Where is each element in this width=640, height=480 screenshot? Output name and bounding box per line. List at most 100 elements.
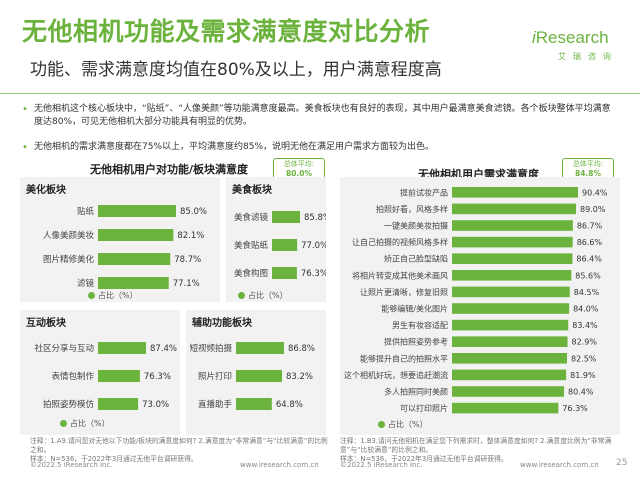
- logo-word: Research: [535, 28, 609, 47]
- bar: [452, 253, 573, 264]
- value-label: 86.7%: [577, 222, 603, 231]
- footer-url-left: www.iresearch.com.cn: [240, 461, 319, 469]
- legend-food: 占比（%）: [238, 290, 288, 301]
- value-label: 77.0%: [301, 241, 326, 251]
- page-title: 无他相机功能及需求满意度对比分析: [22, 17, 431, 46]
- category-label: 人像美颜美妆: [43, 230, 95, 241]
- value-label: 83.4%: [572, 321, 598, 330]
- subpanel-title: 辅助功能板块: [192, 318, 252, 329]
- category-label: 拍照好看，风格多样: [376, 204, 448, 214]
- bar: [236, 342, 284, 354]
- subpanel-assist: 辅助功能板块 短视频拍摄 86.8% 照片打印 83.2% 直播助手 64.8%: [186, 310, 326, 435]
- bar: [452, 353, 567, 364]
- logo-i: i: [532, 28, 536, 47]
- bar: [98, 229, 174, 241]
- category-label: 能够提升自己的拍照水平: [360, 353, 448, 363]
- bar: [272, 239, 298, 251]
- left-average-badge: 总体平均: 80.0%: [273, 158, 325, 179]
- category-label: 贴纸: [77, 206, 95, 217]
- category-label: 这个相机好玩，想要追赶潮流: [344, 370, 448, 380]
- bar: [272, 211, 300, 223]
- bar: [98, 253, 171, 265]
- bar: [452, 303, 570, 314]
- bar: [452, 336, 568, 347]
- subpanel-interaction: 互动板块 社区分享与互动 87.4% 表情包制作 76.3% 拍照姿势模仿 73.0%: [20, 310, 180, 435]
- chart-interaction: 社区分享与互动 87.4% 表情包制作 76.3% 拍照姿势模仿 73.0%: [34, 342, 177, 410]
- subpanel-title: 美化板块: [26, 185, 66, 196]
- chart-beautify: 贴纸 85.0% 人像美颜美妆 82.1% 图片精修美化 78.7% 滤镜 77.1%: [43, 205, 207, 289]
- bullet-dot-icon: •: [22, 142, 28, 153]
- value-label: 85.0%: [180, 207, 207, 217]
- bullet-1-text: 无他相机这个核心板块中，“贴纸”、“人像美颜”等功能满意度最高。美食板块也有良好…: [34, 104, 611, 127]
- legend-interaction: 占比（%）: [60, 418, 110, 429]
- bar: [98, 277, 169, 289]
- value-label: 87.4%: [150, 344, 177, 354]
- category-label: 美食构图: [234, 268, 268, 279]
- value-label: 86.4%: [576, 255, 602, 264]
- value-label: 86.6%: [577, 238, 603, 247]
- bar: [452, 220, 573, 231]
- value-label: 83.2%: [286, 372, 313, 382]
- value-label: 78.7%: [174, 255, 201, 265]
- footer-copyright-left: ©2022.5 iResearch Inc.: [30, 461, 113, 469]
- legend-needs: 占比（%）: [378, 419, 428, 430]
- bar: [452, 270, 572, 281]
- value-label: 84.5%: [574, 288, 600, 297]
- category-label: 让照片更清晰，修复旧照: [360, 287, 448, 297]
- value-label: 89.0%: [580, 205, 606, 214]
- category-label: 提前试妆产品: [400, 187, 448, 197]
- value-label: 64.8%: [276, 400, 303, 410]
- legend-swatch: [88, 292, 95, 299]
- chart-food: 美食滤镜 85.8% 美食贴纸 77.0% 美食构图 76.3%: [234, 211, 326, 279]
- bar: [98, 398, 139, 410]
- right-average-badge: 总体平均: 84.8%: [562, 158, 614, 179]
- bullet-2: • 无他相机的需求满意度都在75%以上，平均满意度约85%，说明无他在满足用户需…: [22, 141, 612, 154]
- bar: [98, 342, 146, 354]
- value-label: 82.5%: [571, 354, 597, 363]
- header-divider: [0, 93, 640, 94]
- category-label: 多人拍照同时美颜: [384, 387, 448, 397]
- category-label: 拍照姿势模仿: [43, 399, 95, 410]
- left-average-label: 总体平均:: [283, 160, 315, 168]
- footer-copyright-right: ©2022.5 iResearch Inc.: [340, 461, 423, 469]
- value-label: 85.6%: [575, 271, 601, 280]
- category-label: 矫正自己脸型缺陷: [384, 254, 448, 264]
- left-panel-title: 无他相机用户对功能/板块满意度: [90, 163, 249, 176]
- category-label: 直播助手: [198, 399, 233, 410]
- category-label: 滤镜: [77, 278, 95, 289]
- value-label: 84.0%: [573, 305, 599, 314]
- bullet-2-text: 无他相机的需求满意度都在75%以上，平均满意度约85%，说明无他在满足用户需求方…: [34, 142, 435, 152]
- category-label: 可以打印照片: [400, 403, 448, 413]
- bar: [452, 319, 569, 331]
- category-label: 社区分享与互动: [34, 343, 94, 354]
- value-label: 82.1%: [177, 231, 204, 241]
- legend-beautify: 占比（%）: [88, 290, 138, 301]
- chart-assist: 短视频拍摄 86.8% 照片打印 83.2% 直播助手 64.8%: [189, 342, 315, 410]
- bar: [236, 370, 283, 382]
- value-label: 76.3%: [562, 404, 588, 413]
- bar: [452, 286, 570, 298]
- value-label: 86.8%: [288, 344, 315, 354]
- category-label: 图片精修美化: [43, 254, 95, 265]
- bar: [272, 267, 297, 279]
- chart-needs: 提前试妆产品 90.4% 拍照好看，风格多样 89.0% 一键美颜美妆拍摄 86.7% 让自…: [344, 187, 608, 414]
- bar: [98, 205, 176, 217]
- value-label: 77.1%: [173, 279, 200, 289]
- iresearch-logo: iResearch 艾瑞咨询: [532, 28, 628, 78]
- category-label: 提供拍照姿势参考: [384, 337, 448, 347]
- legend-swatch: [378, 421, 385, 428]
- right-average-label: 总体平均:: [572, 160, 604, 168]
- legend-swatch: [238, 292, 245, 299]
- logo-sub: 艾瑞咨询: [558, 52, 618, 61]
- value-label: 73.0%: [142, 400, 169, 410]
- category-label: 美食贴纸: [234, 240, 269, 251]
- page-subtitle: 功能、需求满意度均值在80%及以上，用户满意程度高: [30, 60, 442, 80]
- value-label: 76.3%: [144, 372, 171, 382]
- value-label: 82.9%: [572, 338, 598, 347]
- subpanel-title: 互动板块: [26, 318, 66, 329]
- right-note: 注释：1.B3.请问无他相机在满足您下列需求时，整体满意度如何? 2.满意度比例…: [340, 437, 612, 463]
- value-label: 76.3%: [301, 269, 326, 279]
- category-label: 一键美颜美妆拍摄: [384, 221, 448, 231]
- bar: [452, 236, 573, 248]
- value-label: 81.9%: [570, 371, 596, 380]
